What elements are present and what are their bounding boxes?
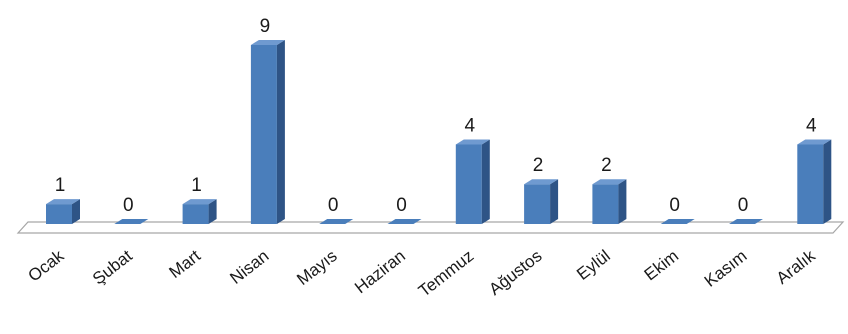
data-label: 2	[601, 155, 612, 176]
bar-Mart	[182, 199, 217, 224]
data-label: 2	[533, 155, 544, 176]
data-label: 0	[328, 195, 339, 216]
bar-Eylül	[592, 179, 627, 224]
data-label: 0	[123, 195, 134, 216]
bar-series	[46, 40, 832, 224]
bar-Nisan	[250, 40, 285, 224]
bar-front	[592, 184, 619, 224]
data-label: 1	[191, 175, 202, 196]
x-axis-tick-labels: Ocak Şubat Mart Nisan Mayıs Haziran Temmuz Ağus…	[24, 246, 819, 301]
bar-Haziran	[387, 219, 422, 224]
bar-top	[592, 179, 627, 185]
bar-Ocak	[46, 199, 80, 224]
bar-top	[46, 199, 80, 205]
data-label: 0	[669, 195, 680, 216]
bar-front	[182, 204, 209, 224]
x-tick-label: Temmuz	[415, 246, 477, 301]
x-tick-label: Mart	[166, 246, 205, 282]
bar-side	[276, 40, 285, 224]
bar-top	[455, 139, 490, 145]
bar-side	[72, 199, 80, 224]
bar-Ekim	[660, 219, 695, 224]
bar-side	[823, 139, 832, 224]
x-tick-label: Ocak	[24, 246, 67, 286]
bar-side	[481, 139, 490, 224]
bar-side	[618, 179, 627, 224]
x-tick-label: Kasım	[701, 246, 751, 291]
data-label: 0	[396, 195, 407, 216]
x-tick-label: Mayıs	[293, 246, 340, 289]
bar-zero-slab	[114, 219, 149, 224]
bar-front	[524, 184, 551, 224]
bar-Aralık	[797, 139, 832, 224]
data-label: 4	[465, 115, 476, 136]
bar-top	[524, 179, 559, 185]
bar-front	[46, 204, 72, 224]
bar-zero-slab	[319, 219, 354, 224]
bar-front	[250, 45, 277, 224]
data-labels: 1 0 1 9 0 0 4 2 2 0 0 4	[55, 16, 817, 216]
bar-front	[455, 144, 482, 224]
x-tick-label: Şubat	[89, 246, 136, 288]
bar-side	[208, 199, 217, 224]
data-label: 4	[806, 115, 817, 136]
bar-Kasım	[729, 219, 763, 224]
bar-side	[550, 179, 559, 224]
bar-top	[797, 139, 832, 145]
x-tick-label: Eylül	[573, 246, 614, 284]
x-tick-label: Haziran	[351, 246, 409, 297]
bar-zero-slab	[729, 219, 763, 224]
chart-floor-plane	[16, 221, 845, 234]
bar-zero-slab	[660, 219, 695, 224]
bar-Şubat	[114, 219, 149, 224]
bar-zero-slab	[387, 219, 422, 224]
x-tick-label: Ekim	[641, 246, 682, 284]
x-tick-label: Aralık	[773, 246, 819, 288]
bar-front	[797, 144, 824, 224]
bar-Ağustos	[524, 179, 559, 224]
data-label: 1	[55, 175, 66, 196]
x-tick-label: Ağustos	[485, 246, 545, 299]
bar-Mayıs	[319, 219, 354, 224]
data-label: 9	[260, 16, 271, 37]
data-label: 0	[738, 195, 749, 216]
x-tick-label: Nisan	[226, 246, 272, 288]
chart-floor	[16, 221, 845, 234]
bar-Temmuz	[455, 139, 490, 224]
bar-top	[250, 40, 285, 45]
bar-top	[182, 199, 217, 205]
